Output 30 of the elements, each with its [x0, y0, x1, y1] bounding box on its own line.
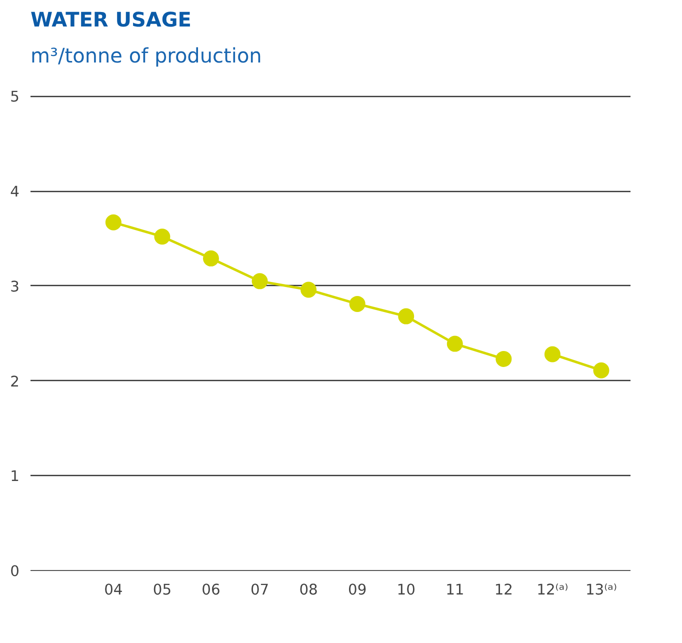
- point: [446, 336, 463, 352]
- point: [349, 296, 366, 312]
- point: [252, 273, 268, 290]
- x-tick-label: 12: [494, 582, 513, 598]
- y-tick-label: 2: [10, 373, 20, 390]
- x-tick-label: 04: [104, 582, 123, 598]
- point: [202, 250, 219, 266]
- point: [496, 350, 512, 367]
- x-tick-label: 09: [348, 582, 367, 598]
- y-tick-label: 5: [10, 88, 20, 106]
- point: [593, 362, 610, 378]
- x-tick-label: 13⁽ᵃ⁾: [585, 582, 618, 598]
- x-tick-label: 06: [202, 582, 220, 598]
- y-tick-label: 1: [10, 468, 20, 486]
- point: [154, 228, 170, 245]
- chart-title: WATER USAGE: [30, 8, 192, 32]
- point: [398, 308, 414, 324]
- point: [544, 346, 560, 362]
- x-tick-label: 10: [396, 582, 416, 598]
- chart-subtitle: m³/tonne of production: [30, 44, 262, 68]
- x-tick-label: 07: [250, 582, 270, 598]
- x-tick-label: 05: [152, 582, 172, 598]
- point: [300, 282, 317, 298]
- y-tick-label: 4: [10, 184, 20, 201]
- y-tick-label: 3: [10, 278, 20, 296]
- y-tick-label: 0: [10, 563, 20, 580]
- point: [105, 214, 122, 230]
- x-tick-label: 11: [446, 582, 464, 598]
- x-tick-label: 12⁽ᵃ⁾: [536, 582, 568, 598]
- x-tick-label: 08: [299, 582, 318, 598]
